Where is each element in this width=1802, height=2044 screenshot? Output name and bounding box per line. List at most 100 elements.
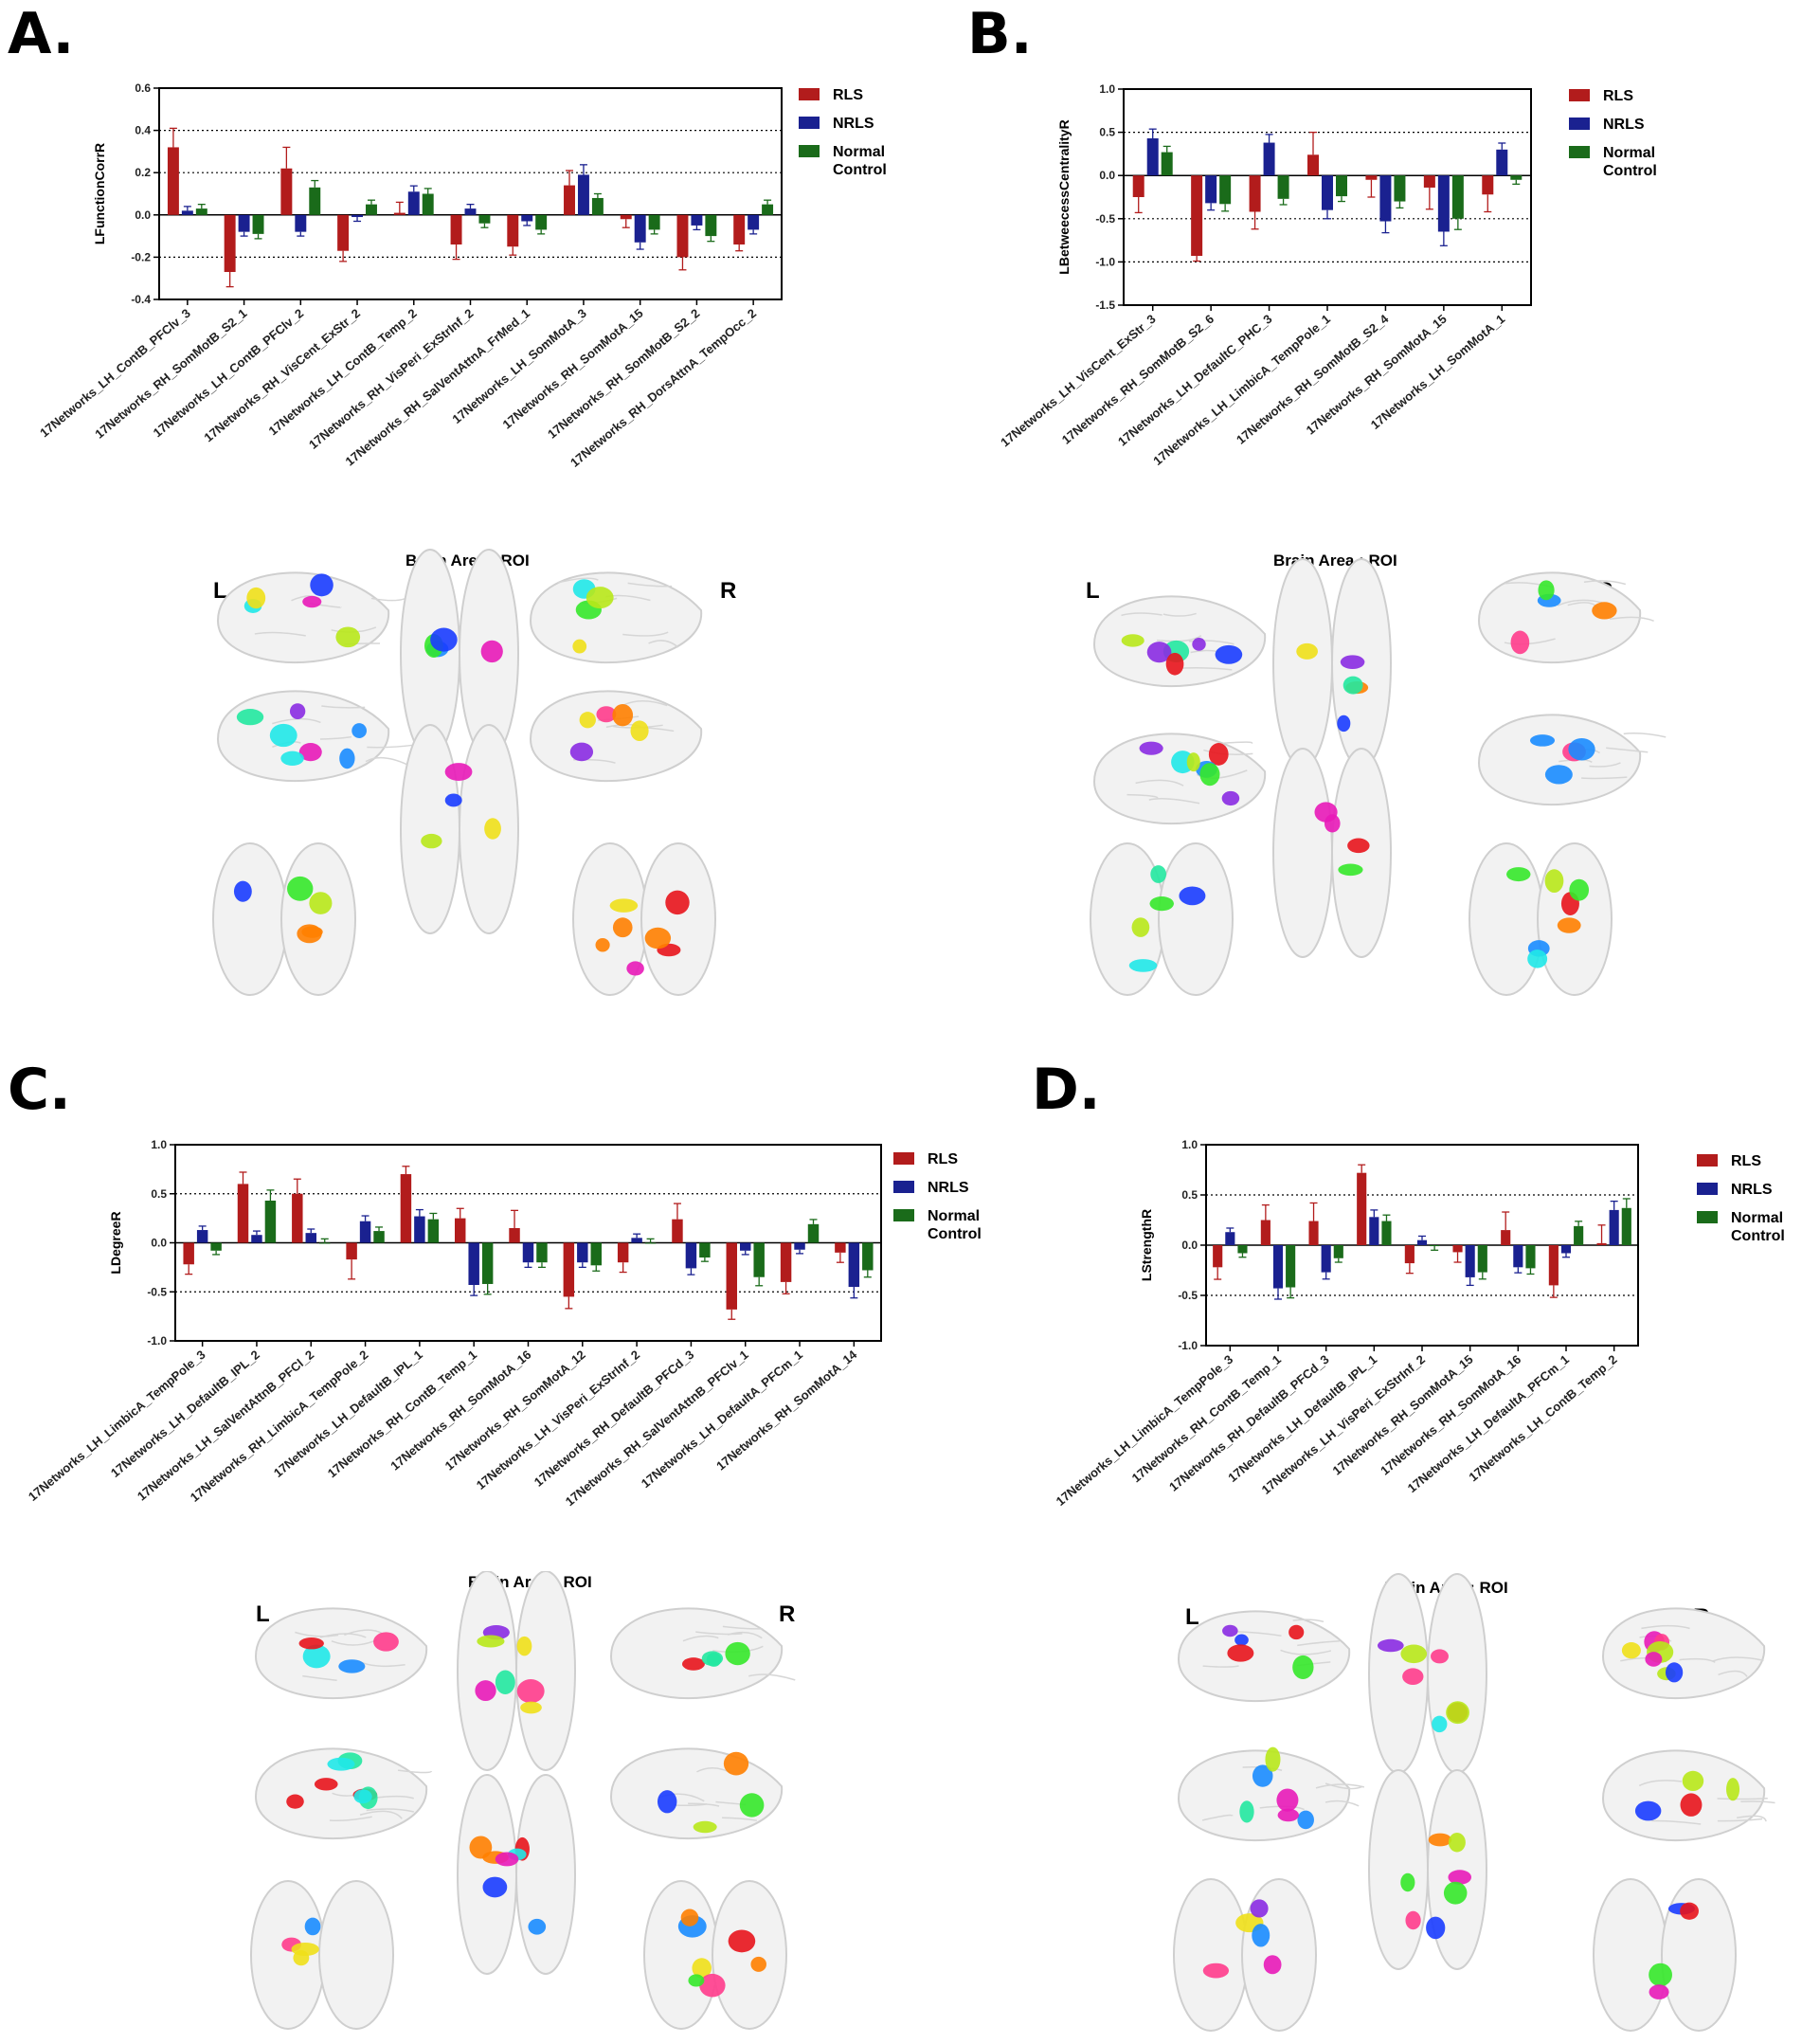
roi-blob	[298, 1637, 324, 1650]
brain-view	[609, 1747, 784, 1840]
brain-view	[457, 1571, 576, 1771]
brain-view	[1469, 842, 1613, 996]
legend-swatch-nrls	[799, 117, 820, 129]
brain-view	[254, 1747, 433, 1840]
y-tick-label: 1.0	[1181, 1138, 1198, 1151]
brain-views-c: Brain Area : ROI L R	[0, 1571, 901, 2044]
roi-blob	[1446, 1701, 1469, 1725]
brain-outline	[529, 571, 703, 664]
roi-blob	[1252, 1924, 1270, 1947]
panel-label-c: C.	[8, 1057, 71, 1123]
roi-blob	[680, 1908, 699, 1926]
bar-nc	[762, 204, 774, 215]
bar-rls	[1191, 175, 1203, 257]
legend-label-rls: RLS	[1731, 1153, 1761, 1169]
legend-label-nc: Normal	[833, 144, 885, 160]
brain-outline	[1601, 1749, 1766, 1842]
brain-sulcus	[1736, 1815, 1767, 1822]
brain-hemisphere-left	[1593, 1878, 1668, 2032]
legend-swatch-nrls	[1697, 1183, 1718, 1195]
bar-nrls	[1322, 175, 1333, 210]
roi-blob	[1292, 1655, 1314, 1679]
brain-view	[1368, 1769, 1487, 1970]
brain-view	[529, 690, 703, 783]
bar-nc	[1219, 175, 1232, 205]
brain-sulcus	[295, 1631, 339, 1637]
brain-view	[400, 724, 519, 934]
bar-nrls	[848, 1242, 860, 1288]
bar-rls	[1365, 175, 1378, 180]
panel-b: B. -1.5 -1.0 -0.5 0.0 0.5 1.0 LBetweecessCentr…	[901, 0, 1802, 1022]
roi-blob	[1337, 714, 1351, 733]
roi-blob	[351, 723, 367, 739]
brain-sulcus	[1581, 776, 1628, 780]
roi-blob	[1146, 642, 1172, 663]
legend: RLS NRLS Normal Control	[893, 1151, 982, 1242]
y-tick-label: -0.5	[1178, 1289, 1198, 1302]
roi-blob	[309, 892, 333, 914]
roi-blob	[1428, 1833, 1452, 1847]
bar-rls	[455, 1218, 466, 1243]
bar-nc	[807, 1223, 820, 1243]
roi-blob	[1192, 638, 1206, 651]
y-tick-label: -1.0	[1178, 1339, 1198, 1352]
roi-blob	[1347, 838, 1370, 854]
roi-blob	[335, 626, 361, 648]
bar-nc	[481, 1242, 494, 1284]
bar-nc	[535, 214, 548, 230]
brain-view	[1601, 1749, 1775, 1842]
roi-blob	[1179, 886, 1206, 906]
brain-sulcus	[1324, 1800, 1360, 1807]
right-hemisphere-label-c: R	[779, 1601, 796, 1627]
plot-frame	[158, 87, 783, 300]
roi-blob	[612, 704, 634, 727]
brain-sulcus	[722, 1817, 758, 1821]
roi-blob	[1239, 1800, 1254, 1823]
roi-blob	[1592, 602, 1617, 620]
roi-blob	[1634, 1800, 1662, 1821]
brain-view	[216, 571, 411, 664]
bar-nrls	[1513, 1245, 1523, 1268]
brain-sulcus	[1651, 1819, 1702, 1825]
roi-blob	[301, 926, 323, 938]
roi-blob	[1377, 1638, 1404, 1653]
bar-rls	[450, 214, 462, 245]
roi-blob	[528, 1918, 547, 1935]
bar-rls	[167, 147, 179, 215]
bar-rls	[1452, 1245, 1463, 1253]
y-tick-label: 0.0	[1181, 1239, 1198, 1252]
bar-nc	[195, 208, 207, 215]
bar-nc	[478, 214, 491, 224]
bar-nrls	[691, 214, 703, 226]
roi-blob	[482, 1876, 508, 1898]
y-tick-label: -0.5	[1095, 212, 1115, 226]
brain-sulcus	[319, 735, 352, 740]
bar-nrls	[1321, 1245, 1331, 1273]
brain-outline	[1092, 733, 1267, 825]
left-hemisphere-label-a: L	[213, 578, 227, 604]
roi-blob	[1263, 1955, 1282, 1975]
legend-label-nc: Normal	[928, 1208, 980, 1224]
bar-nc	[591, 197, 604, 215]
brain-hemisphere-right	[1158, 842, 1234, 996]
brain-sulcus	[1589, 762, 1621, 768]
bar-nrls	[238, 214, 250, 232]
brain-sulcus	[366, 1808, 415, 1813]
bar-nrls	[634, 214, 646, 243]
legend-label-nc-line2: Control	[1731, 1228, 1785, 1244]
roi-blob	[373, 1632, 399, 1652]
legend-label-nrls: NRLS	[928, 1180, 969, 1196]
roi-blob	[1405, 1910, 1421, 1930]
bar-nrls	[748, 214, 760, 230]
bar-nc	[1381, 1221, 1392, 1245]
bar-nc	[309, 187, 321, 215]
bar-nrls	[1560, 1245, 1572, 1254]
roi-blob	[1680, 1902, 1699, 1920]
brain-hemisphere-right	[712, 1880, 787, 2030]
bar-nc	[1477, 1245, 1487, 1273]
roi-blob	[1165, 652, 1184, 676]
brain-sulcus	[397, 1769, 433, 1774]
roi-blob	[1448, 1870, 1472, 1885]
roi-blob	[1234, 1634, 1249, 1646]
brain-sulcus	[1121, 612, 1162, 617]
